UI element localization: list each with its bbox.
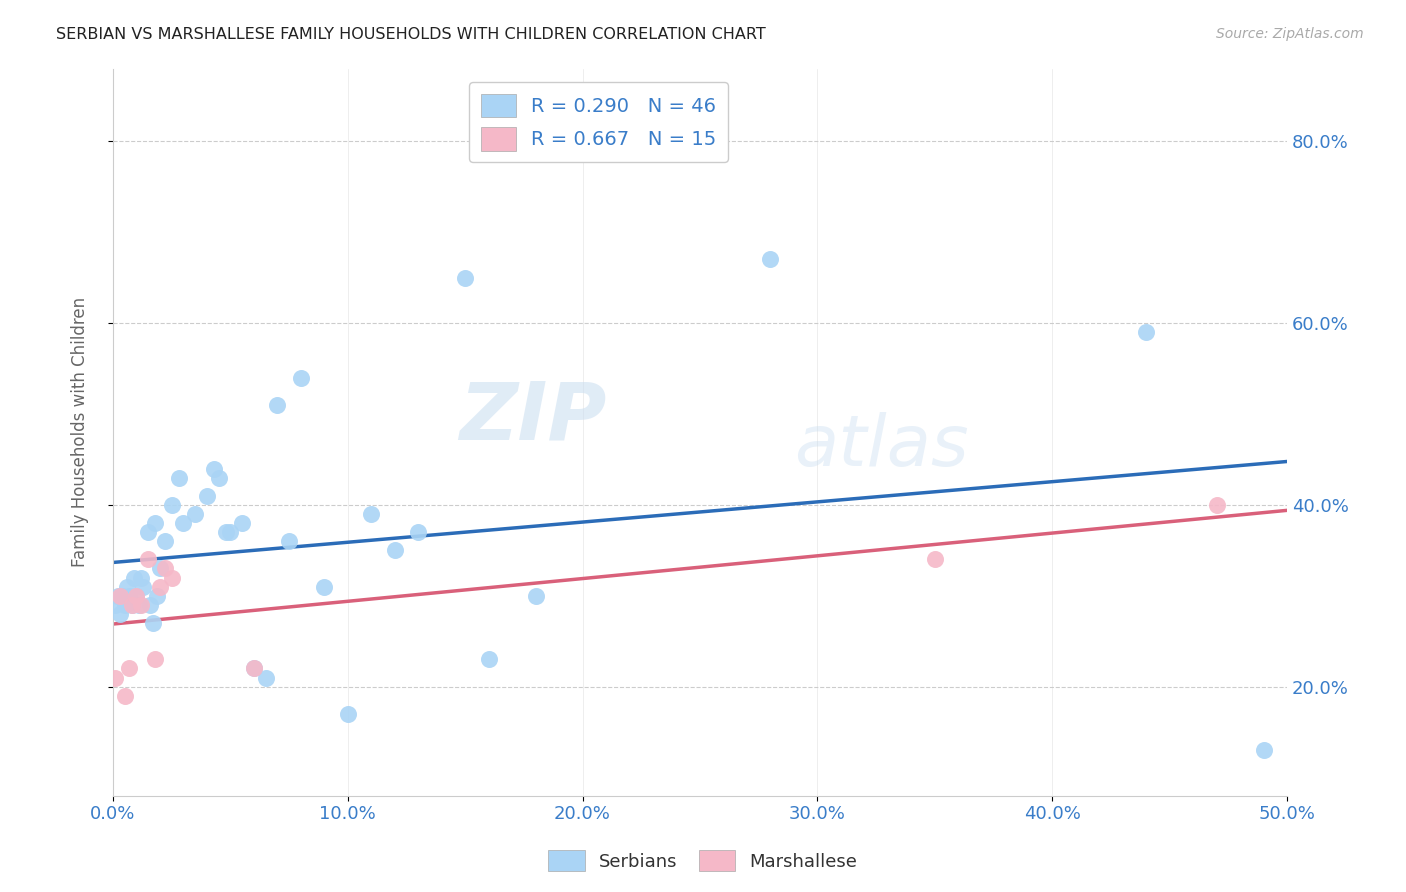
Y-axis label: Family Households with Children: Family Households with Children [72,297,89,567]
Text: SERBIAN VS MARSHALLESE FAMILY HOUSEHOLDS WITH CHILDREN CORRELATION CHART: SERBIAN VS MARSHALLESE FAMILY HOUSEHOLDS… [56,27,766,42]
Point [146,589,169,603]
Point [242,661,264,675]
Point [142,615,165,630]
Point [115,580,138,594]
Point [172,516,194,530]
Point [524,589,547,603]
Point [153,534,176,549]
Point [278,534,301,549]
Point [167,470,190,484]
Point [121,598,143,612]
Point [290,370,312,384]
Point [184,507,207,521]
Point [114,598,136,612]
Point [132,580,155,594]
Point [1253,743,1275,757]
Point [107,589,129,603]
Point [254,671,277,685]
Point [104,671,127,685]
Text: atlas: atlas [794,412,969,481]
Point [478,652,501,666]
Point [314,580,336,594]
Point [143,516,166,530]
Point [231,516,253,530]
Point [242,661,264,675]
Text: ZIP: ZIP [458,378,606,457]
Point [122,571,145,585]
Point [266,398,288,412]
Point [136,525,159,540]
Point [1205,498,1227,512]
Point [125,589,148,603]
Point [219,525,242,540]
Point [104,598,127,612]
Point [121,598,143,612]
Point [759,252,782,267]
Point [214,525,236,540]
Legend: Serbians, Marshallese: Serbians, Marshallese [541,843,865,879]
Point [149,561,172,575]
Text: Source: ZipAtlas.com: Source: ZipAtlas.com [1216,27,1364,41]
Point [153,561,176,575]
Point [1135,325,1157,339]
Point [207,470,229,484]
Point [125,589,148,603]
Point [129,598,152,612]
Point [924,552,946,566]
Point [336,706,359,721]
Point [454,270,477,285]
Point [406,525,429,540]
Point [118,589,141,603]
Legend: R = 0.290   N = 46, R = 0.667   N = 15: R = 0.290 N = 46, R = 0.667 N = 15 [470,82,728,162]
Point [202,461,225,475]
Point [108,589,131,603]
Point [143,652,166,666]
Point [160,498,183,512]
Point [129,571,152,585]
Point [114,689,136,703]
Point [111,589,134,603]
Point [139,598,162,612]
Point [136,552,159,566]
Point [128,598,150,612]
Point [195,489,218,503]
Point [360,507,382,521]
Point [384,543,406,558]
Point [118,661,141,675]
Point [149,580,172,594]
Point [108,607,131,621]
Point [160,571,183,585]
